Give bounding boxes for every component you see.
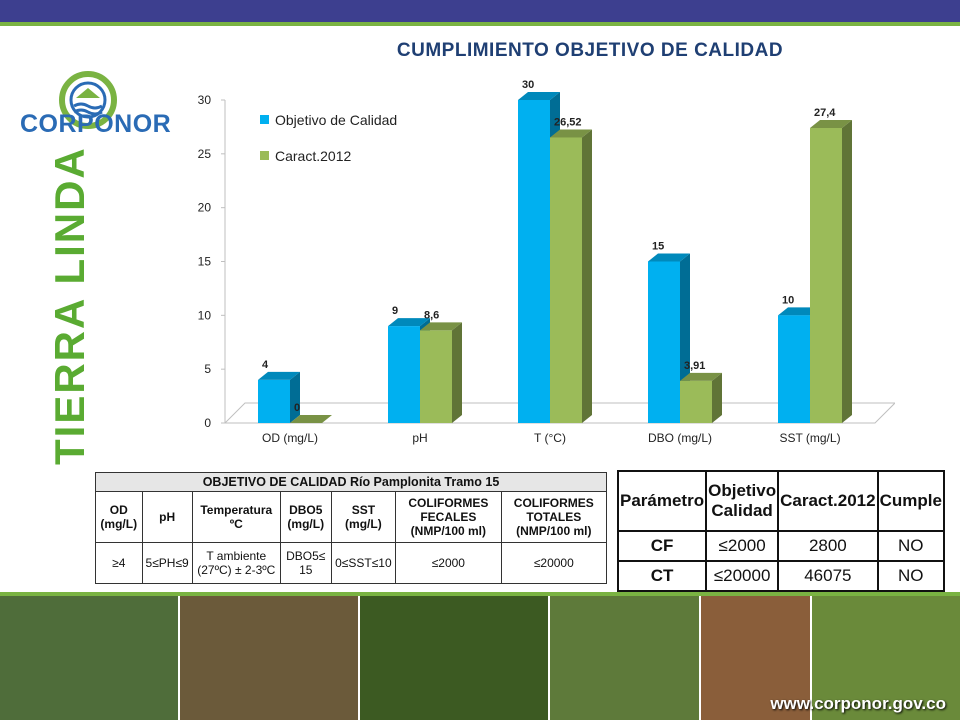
legend-swatch <box>260 115 269 124</box>
data-label: 9 <box>392 305 398 317</box>
footer-accent-stripe <box>0 592 960 596</box>
bar-top <box>420 322 462 331</box>
objective-header: SST (mg/L) <box>330 491 397 543</box>
toucan-photo <box>180 596 361 720</box>
yellow-flower-photo <box>360 596 551 720</box>
objective-value: 5≤PH≤9 <box>141 542 193 584</box>
data-label: 3,91 <box>684 360 705 372</box>
objective-value: ≤20000 <box>500 542 608 584</box>
photo-strip <box>0 596 960 720</box>
bar-top <box>290 415 332 423</box>
bar <box>680 380 712 423</box>
y-tick-label: 20 <box>198 201 212 215</box>
compliance-header: Parámetro <box>616 470 708 532</box>
compliance-cell: NO <box>876 530 945 562</box>
bar-side <box>582 129 592 423</box>
objective-value: ≥4 <box>95 542 143 584</box>
lagoon-landscape-photo <box>0 596 181 720</box>
data-label: 27,4 <box>814 107 836 119</box>
bar <box>258 379 290 423</box>
x-tick-label: T (°C) <box>534 431 566 445</box>
objective-header: COLIFORMES TOTALES (NMP/100 ml) <box>500 491 608 543</box>
bar-top <box>388 318 430 327</box>
bar <box>518 100 550 423</box>
objective-header: COLIFORMES FECALES (NMP/100 ml) <box>395 491 502 543</box>
compliance-header: Cumple <box>876 470 945 532</box>
chart-title: CUMPLIMIENTO OBJETIVO DE CALIDAD <box>396 40 784 61</box>
legend-swatch <box>260 151 269 160</box>
compliance-table: Parámetro Objetivo Calidad Caract.2012 C… <box>616 470 945 592</box>
data-label: 26,52 <box>554 116 582 128</box>
bar <box>550 137 582 423</box>
bar-side <box>290 371 300 423</box>
legend-label: Caract.2012 <box>275 148 351 164</box>
compliance-header: Caract.2012 <box>777 470 879 532</box>
data-label: 15 <box>652 241 664 253</box>
objective-table-title: OBJETIVO DE CALIDAD Río Pamplonita Tramo… <box>95 472 607 492</box>
compliance-cell: ≤20000 <box>705 560 780 592</box>
data-label: 10 <box>782 294 794 306</box>
objective-value: 0≤SST≤10 <box>330 542 397 584</box>
objective-header: Temperatura ºC <box>191 491 281 543</box>
bar-side <box>712 372 722 423</box>
compliance-header: Objetivo Calidad <box>705 470 780 532</box>
y-tick-label: 15 <box>198 255 212 269</box>
slogan-vertical: TIERRA LINDA <box>46 146 93 465</box>
objective-header: DBO5 (mg/L) <box>279 491 332 543</box>
data-label: 30 <box>522 79 534 91</box>
y-tick-label: 25 <box>198 147 212 161</box>
data-label: 0 <box>294 402 300 414</box>
objective-value: ≤2000 <box>395 542 502 584</box>
header-accent-stripe <box>0 22 960 26</box>
bar-top <box>550 129 592 138</box>
boy-portrait-photo <box>700 596 812 720</box>
data-label: 8,6 <box>424 309 439 321</box>
website-url: www.corponor.gov.co <box>770 694 946 713</box>
data-label: 4 <box>262 359 269 371</box>
compliance-cell: CT <box>616 560 708 592</box>
objective-table: OBJETIVO DE CALIDAD Río Pamplonita Tramo… <box>95 472 608 584</box>
bar-side <box>842 119 852 423</box>
bar-chart: 0 5 10 15 20 25 30 OD (mg/L) 4 0 pH 9 8,6 T (°C) 30 26,… <box>198 79 895 445</box>
bar-top <box>648 253 690 262</box>
compliance-cell: ≤2000 <box>705 530 780 562</box>
y-tick-label: 10 <box>198 308 212 322</box>
header-bar <box>0 0 960 22</box>
bar-top <box>810 119 852 128</box>
y-tick-label: 30 <box>198 93 212 107</box>
compliance-cell: CF <box>616 530 708 562</box>
bar-top <box>680 372 722 381</box>
bar-top <box>258 371 300 380</box>
x-tick-label: SST (mg/L) <box>779 431 840 445</box>
bar-top <box>518 92 560 100</box>
legend-label: Objetivo de Calidad <box>275 112 397 128</box>
compliance-cell: 46075 <box>777 560 879 592</box>
bar-side <box>452 322 462 423</box>
farmer-in-field-photo <box>550 596 701 720</box>
bar <box>778 315 810 423</box>
bar <box>648 261 680 423</box>
x-tick-label: OD (mg/L) <box>262 431 318 445</box>
bar-top <box>778 307 820 316</box>
compliance-cell: 2800 <box>777 530 879 562</box>
objective-header: pH <box>141 491 193 543</box>
bar <box>810 127 842 423</box>
x-tick-label: pH <box>412 431 427 445</box>
objective-value: T ambiente (27ºC) ± 2-3ºC <box>191 542 281 584</box>
compliance-cell: NO <box>876 560 945 592</box>
bar <box>388 326 420 423</box>
bar <box>420 330 452 423</box>
corponor-logo <box>59 71 117 129</box>
logo-text: CORPONOR <box>20 110 172 138</box>
objective-value: DBO5≤ 15 <box>279 542 332 584</box>
students-hiking-photo <box>811 596 960 720</box>
x-tick-label: DBO (mg/L) <box>648 431 712 445</box>
y-tick-label: 0 <box>204 416 211 430</box>
y-tick-label: 5 <box>204 362 211 376</box>
objective-header: OD (mg/L) <box>95 491 143 543</box>
